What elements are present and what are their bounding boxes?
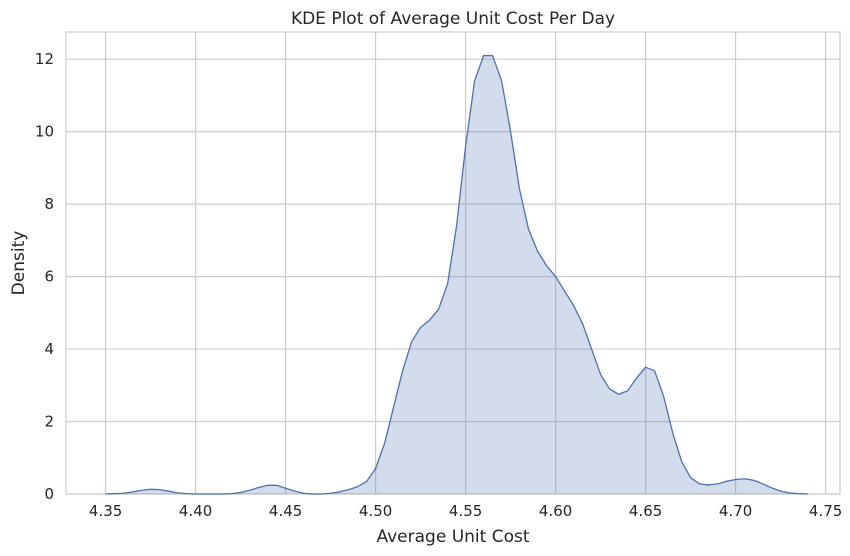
x-tick-label: 4.35: [89, 502, 122, 520]
plot-border: [65, 31, 841, 495]
density-area: [105, 55, 808, 495]
y-tick-label: 10: [35, 123, 54, 141]
x-axis-ticks: 4.35 4.40 4.45 4.50 4.55 4.60 4.65 4.70 4.75: [89, 502, 842, 520]
x-tick-label: 4.50: [359, 502, 392, 520]
y-tick-label: 12: [35, 50, 54, 68]
x-axis-label: Average Unit Cost: [376, 527, 529, 547]
plot-frame: [65, 31, 841, 495]
y-tick-label: 8: [44, 195, 54, 213]
x-tick-label: 4.55: [449, 502, 482, 520]
y-axis-ticks: 0 2 4 6 8 10 12: [35, 50, 54, 503]
y-tick-label: 0: [44, 485, 54, 503]
x-tick-label: 4.65: [629, 502, 662, 520]
density-curve-group: [105, 54, 808, 495]
x-tick-label: 4.40: [179, 502, 212, 520]
y-tick-label: 2: [44, 413, 54, 431]
x-tick-label: 4.75: [809, 502, 842, 520]
x-tick-label: 4.60: [539, 502, 572, 520]
y-axis-label: Density: [9, 231, 29, 296]
x-tick-label: 4.70: [719, 502, 752, 520]
density-line: [105, 54, 808, 495]
y-tick-label: 6: [44, 268, 54, 286]
x-tick-label: 4.45: [269, 502, 302, 520]
chart-title: KDE Plot of Average Unit Cost Per Day: [291, 9, 615, 29]
y-tick-label: 4: [44, 340, 54, 358]
